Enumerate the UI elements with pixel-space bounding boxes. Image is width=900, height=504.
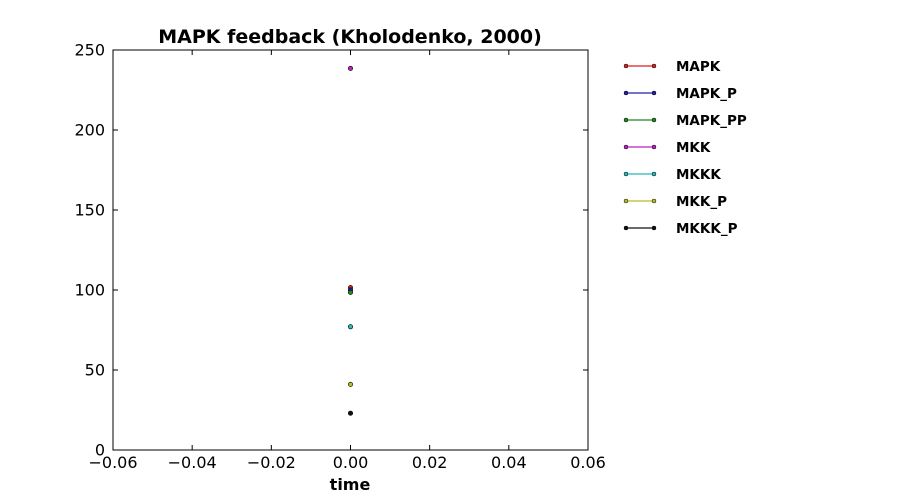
legend-marker-mapk-pp xyxy=(623,117,629,123)
y-axis: 0 50 100 150 200 250 xyxy=(74,41,588,460)
legend-label-mkk: MKK xyxy=(676,140,711,156)
legend-marker-mapk-p xyxy=(623,90,629,96)
legend-marker-mkk-p xyxy=(651,198,657,204)
x-tick-label: 0.00 xyxy=(333,453,369,472)
y-tick-label: 250 xyxy=(74,41,105,60)
y-tick-label: 100 xyxy=(74,281,105,300)
legend-marker-mkk-p xyxy=(623,198,629,204)
legend-marker-mapk-pp xyxy=(651,117,657,123)
x-axis: −0.06 −0.04 −0.02 0.00 0.02 0.04 0.06 xyxy=(88,50,606,472)
chart-title: MAPK feedback (Kholodenko, 2000) xyxy=(158,26,542,48)
legend-marker-mkkk xyxy=(623,171,629,177)
legend: MAPK MAPK_P MAPK_PP MKK MKKK MKK_P MKKK_P xyxy=(623,59,747,237)
legend-marker-mapk xyxy=(651,63,657,69)
legend-label-mkkk: MKKK xyxy=(676,167,721,183)
y-tick-label: 50 xyxy=(85,361,105,380)
data-point-mkk xyxy=(347,65,353,71)
legend-label-mkkk-p: MKKK_P xyxy=(676,221,738,237)
y-tick-label: 150 xyxy=(74,201,105,220)
data-point-mapk-pp xyxy=(347,289,353,295)
x-tick-label: 0.04 xyxy=(491,453,527,472)
legend-marker-mapk-p xyxy=(651,90,657,96)
x-tick-label: −0.04 xyxy=(168,453,217,472)
x-tick-label: 0.02 xyxy=(412,453,448,472)
data-points xyxy=(347,65,353,416)
legend-marker-mkkk-p xyxy=(651,225,657,231)
legend-marker-mkk xyxy=(623,144,629,150)
x-tick-label: −0.06 xyxy=(88,453,137,472)
legend-marker-mkkk xyxy=(651,171,657,177)
x-tick-label: 0.06 xyxy=(570,453,606,472)
legend-label-mapk: MAPK xyxy=(676,59,721,75)
data-point-mkkk xyxy=(347,324,353,330)
legend-marker-mkk xyxy=(651,144,657,150)
y-tick-label: 200 xyxy=(74,121,105,140)
y-tick-label: 0 xyxy=(95,441,105,460)
legend-marker-mkkk-p xyxy=(623,225,629,231)
legend-label-mapk-pp: MAPK_PP xyxy=(676,113,747,129)
plot-area xyxy=(112,49,589,451)
legend-label-mkk-p: MKK_P xyxy=(676,194,727,210)
x-axis-label: time xyxy=(330,475,371,494)
data-point-mkkk-p xyxy=(347,410,353,416)
data-point-mkk-p xyxy=(347,381,353,387)
x-tick-label: −0.02 xyxy=(247,453,296,472)
legend-marker-mapk xyxy=(623,63,629,69)
legend-label-mapk-p: MAPK_P xyxy=(676,86,737,102)
